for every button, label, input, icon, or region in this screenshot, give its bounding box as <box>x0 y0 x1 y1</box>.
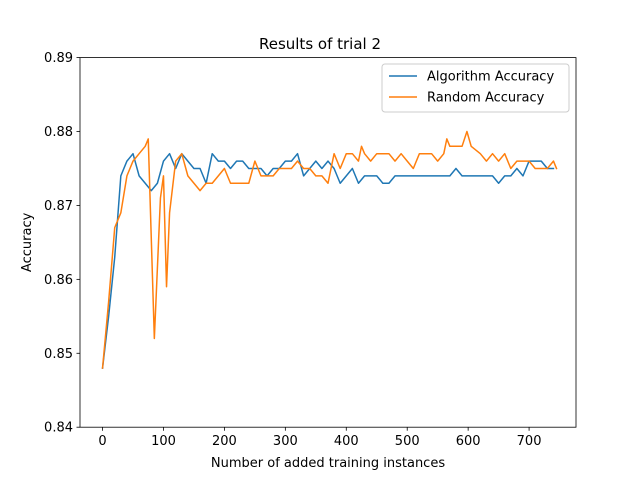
x-tick-label: 300 <box>273 434 298 449</box>
series-line-algorithm-accuracy <box>101 152 555 369</box>
y-tick-label: 0.84 <box>44 421 73 436</box>
x-tick-label: 700 <box>517 434 542 449</box>
legend-frame <box>381 63 570 113</box>
plot-area <box>80 57 576 428</box>
x-tick-label: 100 <box>151 434 176 449</box>
x-tick-label: 200 <box>212 434 237 449</box>
x-tick-label: 500 <box>395 434 420 449</box>
series-layer <box>101 130 558 369</box>
y-axis-label: Accuracy <box>20 212 35 272</box>
legend-label-random-accuracy: Random Accuracy <box>427 91 545 106</box>
plot-frame <box>79 57 577 428</box>
axes-layer: 0 100 200 300 400 500 600 700 0.84 0.85 0.86 0.87 0.… <box>44 51 577 449</box>
legend: Algorithm Accuracy Random Accuracy <box>381 63 570 113</box>
y-tick-label: 0.88 <box>44 125 73 140</box>
x-axis-label: Number of added training instances <box>211 456 445 471</box>
x-tick-label: 400 <box>334 434 359 449</box>
series-line-random-accuracy <box>101 130 558 369</box>
y-tick-label: 0.89 <box>44 51 73 66</box>
x-tick-label: 0 <box>98 434 106 449</box>
legend-label-algorithm-accuracy: Algorithm Accuracy <box>427 70 554 85</box>
x-tick-label: 600 <box>456 434 481 449</box>
chart-title: Results of trial 2 <box>259 35 381 53</box>
y-tick-label: 0.87 <box>44 199 73 214</box>
y-tick-label: 0.85 <box>44 347 73 362</box>
y-tick-label: 0.86 <box>44 273 73 288</box>
